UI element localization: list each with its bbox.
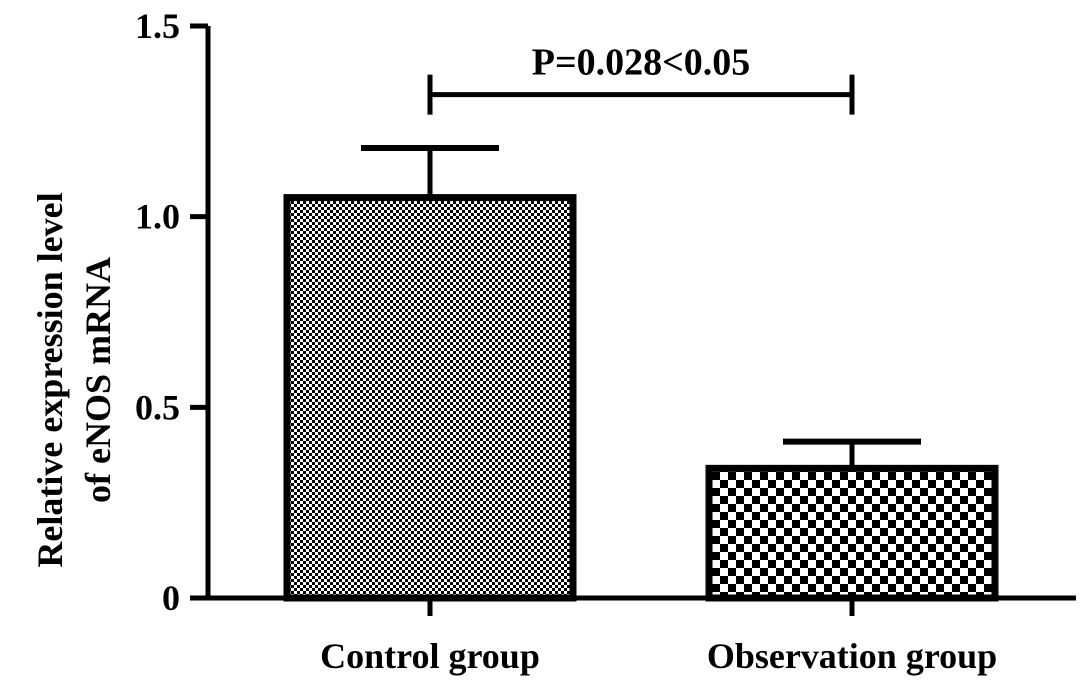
y-tick-label-0: 0 bbox=[162, 578, 180, 618]
y-axis-title: Relative expression level of eNOS mRNA bbox=[30, 192, 118, 567]
x-ticks-group: Control group Observation group bbox=[320, 598, 997, 676]
y-ticks-group: 0 0.5 1.0 1.5 bbox=[135, 6, 208, 618]
x-tick-label-1: Observation group bbox=[707, 636, 997, 676]
axes-group bbox=[205, 26, 1076, 601]
x-tick-label-0: Control group bbox=[320, 636, 540, 676]
bar-1 bbox=[705, 464, 999, 602]
y-tick-label-3: 1.5 bbox=[135, 6, 180, 46]
error-bars-group bbox=[361, 145, 921, 469]
y-tick-label-1: 0.5 bbox=[135, 387, 180, 427]
bar-0 bbox=[283, 194, 577, 602]
significance-annotation: P=0.028<0.05 bbox=[427, 42, 855, 115]
y-axis-title-line-1: Relative expression level bbox=[30, 192, 70, 567]
y-tick-label-2: 1.0 bbox=[135, 197, 180, 237]
significance-p-value: P=0.028<0.05 bbox=[532, 42, 751, 84]
bars-group bbox=[283, 194, 999, 602]
y-axis-title-line-2: of eNOS mRNA bbox=[78, 257, 118, 503]
